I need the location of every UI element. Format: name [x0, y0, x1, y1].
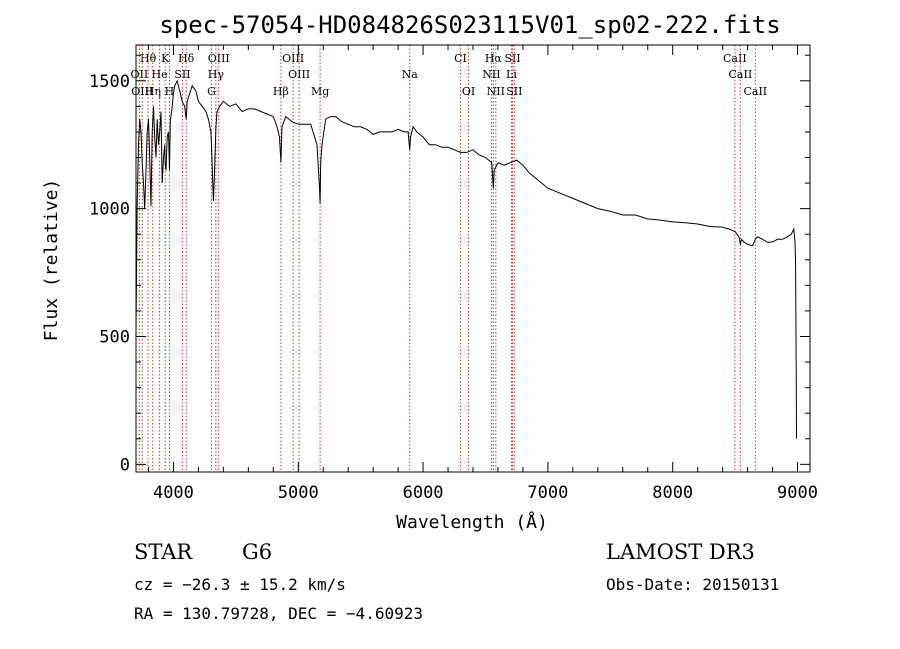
chart-title: spec-57054-HD084826S023115V01_sp02-222.f… — [159, 11, 780, 39]
marker-label-7: SII — [504, 52, 520, 65]
marker-label-13: OIII — [288, 68, 310, 81]
marker-label-26: SII — [506, 85, 522, 98]
marker-label-5: CI — [454, 52, 467, 65]
marker-label-16: Li — [506, 68, 517, 81]
marker-label-20: H — [165, 85, 175, 98]
marker-label-11: SII — [174, 68, 190, 81]
marker-label-19: Hη — [145, 85, 161, 98]
survey-label: LAMOST DR3 — [606, 540, 755, 564]
marker-label-24: OI — [462, 85, 475, 98]
y-tick-label-500: 500 — [99, 327, 130, 347]
x-tick-label-6000: 6000 — [403, 483, 444, 503]
spectral-subclass-label: G6 — [242, 540, 273, 564]
marker-label-18: OIII — [131, 85, 153, 98]
marker-label-8: CaII — [723, 52, 747, 65]
coordinates-label: RA = 130.79728, DEC = −4.60923 — [134, 604, 423, 623]
x-axis-label: Wavelength (Å) — [396, 511, 548, 533]
marker-label-0: Hθ — [140, 52, 157, 65]
y-tick-label-1000: 1000 — [89, 200, 130, 220]
spectrum-line — [135, 79, 797, 439]
marker-label-25: NII — [487, 85, 505, 98]
marker-label-15: NII — [482, 68, 500, 81]
y-tick-label-1500: 1500 — [89, 72, 130, 92]
marker-label-22: Hβ — [273, 85, 289, 98]
obs-date-label: Obs-Date: 20150131 — [606, 575, 780, 594]
y-tick-label-0: 0 — [120, 455, 130, 475]
marker-label-17: CaII — [729, 68, 753, 81]
marker-label-3: OIII — [208, 52, 230, 65]
marker-label-14: Na — [402, 68, 419, 81]
marker-label-27: CaII — [743, 85, 767, 98]
x-tick-label-8000: 8000 — [652, 483, 693, 503]
x-tick-label-5000: 5000 — [278, 483, 319, 503]
marker-label-6: Hα — [485, 52, 503, 65]
axis-ticks: 4000 5000 6000 7000 8000 9000 0 500 1000 1500 — [89, 45, 818, 503]
x-tick-label-9000: 9000 — [777, 483, 818, 503]
marker-label-12: Hγ — [208, 68, 225, 81]
marker-label-23: Mg — [311, 85, 329, 98]
marker-label-4: OIII — [282, 52, 304, 65]
x-tick-label-7000: 7000 — [527, 483, 568, 503]
marker-label-21: G — [207, 85, 216, 98]
object-type-label: STAR — [134, 540, 193, 564]
plot-frame — [135, 44, 811, 473]
marker-label-1: K — [161, 52, 170, 65]
redshift-label: cz = −26.3 ± 15.2 km/s — [134, 575, 346, 594]
marker-label-9: OII — [131, 68, 149, 81]
y-axis-label: Flux (relative) — [41, 179, 62, 342]
x-tick-label-4000: 4000 — [153, 483, 194, 503]
marker-label-10: He — [152, 68, 168, 81]
marker-label-2: Hδ — [178, 52, 195, 65]
